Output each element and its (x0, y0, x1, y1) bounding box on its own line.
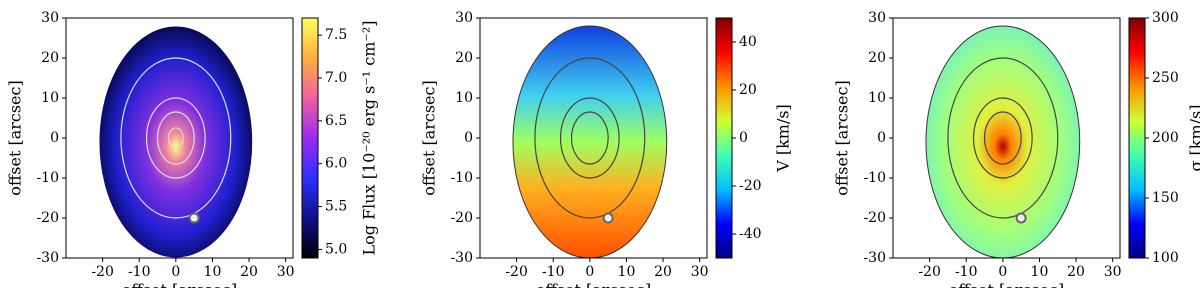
y-tick-label: 30 (868, 10, 886, 26)
colorbar-tick-label: 20 (739, 82, 757, 98)
x-tick-label: 20 (1067, 264, 1085, 280)
map-image (512, 25, 668, 258)
y-tick-label: -20 (36, 210, 59, 226)
y-tick-label: -10 (36, 170, 59, 186)
x-tick-label: -10 (955, 264, 978, 280)
contour (947, 57, 1059, 219)
galaxy-map (512, 25, 668, 258)
y-tick-label: 30 (455, 10, 473, 26)
colorbar-tick-label: 7.0 (325, 70, 347, 86)
contour (120, 57, 232, 219)
x-axis-label: offset [arcsec] (949, 281, 1064, 288)
y-tick-label: 20 (41, 50, 59, 66)
contour (559, 97, 620, 179)
y-tick-label: 10 (41, 90, 59, 106)
galaxy-map (925, 25, 1081, 258)
y-tick-label: -30 (36, 250, 59, 266)
colorbar-tick-label: -40 (739, 226, 762, 242)
y-tick-label: -30 (450, 250, 473, 266)
colorbar-tick-label: 5.5 (325, 199, 347, 215)
y-tick-label: 30 (41, 10, 59, 26)
y-tick-label: 0 (50, 130, 59, 146)
contour (167, 127, 184, 149)
contour (156, 111, 195, 165)
x-tick-label: 20 (654, 264, 672, 280)
x-tick-label: -10 (542, 264, 565, 280)
colorbar-tick-label: 40 (739, 34, 757, 50)
colorbar (301, 17, 319, 259)
colorbar-tick-label: 150 (1152, 190, 1179, 206)
colorbar (1128, 17, 1146, 259)
bright-source (602, 212, 614, 224)
y-tick-label: 20 (868, 50, 886, 66)
colorbar-label: σ [km/s] (1187, 105, 1200, 172)
contour (570, 111, 609, 165)
y-tick-label: -10 (450, 170, 473, 186)
x-tick-label: 0 (998, 264, 1007, 280)
colorbar-label: V [km/s] (774, 104, 793, 173)
y-axis-label: offset [arcsec] (420, 80, 439, 195)
colorbar-tick-label: 7.5 (325, 27, 347, 43)
x-tick-label: 10 (204, 264, 222, 280)
map-image (925, 25, 1081, 258)
x-tick-label: 0 (585, 264, 594, 280)
x-tick-label: -20 (91, 264, 114, 280)
x-tick-label: 0 (171, 264, 180, 280)
x-axis-label: offset [arcsec] (122, 281, 237, 288)
bright-source (188, 212, 200, 224)
x-tick-label: 10 (618, 264, 636, 280)
colorbar-tick-label: 300 (1152, 10, 1179, 26)
contour (972, 97, 1033, 179)
y-tick-label: 10 (455, 90, 473, 106)
x-tick-label: -10 (128, 264, 151, 280)
y-tick-label: -20 (863, 210, 886, 226)
colorbar-tick-label: 6.0 (325, 156, 347, 172)
colorbar-label: Log Flux [10⁻²⁰ erg s⁻¹ cm⁻²] (360, 20, 379, 255)
y-tick-label: -10 (863, 170, 886, 186)
x-tick-label: -20 (505, 264, 528, 280)
colorbar-tick-label: 6.5 (325, 113, 347, 129)
colorbar-tick-label: 5.0 (325, 241, 347, 257)
y-axis-label: offset [arcsec] (833, 80, 852, 195)
y-tick-label: -30 (863, 250, 886, 266)
colorbar-tick-label: 100 (1152, 250, 1179, 266)
x-tick-label: 20 (240, 264, 258, 280)
y-tick-label: 10 (868, 90, 886, 106)
x-tick-label: 30 (277, 264, 295, 280)
galaxy-map (98, 25, 254, 258)
x-axis-label: offset [arcsec] (536, 281, 651, 288)
contour (145, 97, 206, 179)
y-tick-label: 0 (877, 130, 886, 146)
contour (983, 111, 1022, 165)
y-tick-label: -20 (450, 210, 473, 226)
colorbar-tick-label: 0 (739, 130, 748, 146)
contour (534, 57, 646, 219)
x-tick-label: -20 (918, 264, 941, 280)
colorbar-tick-label: -20 (739, 178, 762, 194)
x-tick-label: 30 (1104, 264, 1122, 280)
colorbar-tick-label: 250 (1152, 70, 1179, 86)
y-axis-label: offset [arcsec] (6, 80, 25, 195)
x-tick-label: 30 (691, 264, 709, 280)
colorbar (715, 17, 733, 259)
y-tick-label: 0 (464, 130, 473, 146)
bright-source (1015, 212, 1027, 224)
y-tick-label: 20 (455, 50, 473, 66)
colorbar-tick-label: 200 (1152, 130, 1179, 146)
x-tick-label: 10 (1031, 264, 1049, 280)
map-image (98, 25, 254, 258)
